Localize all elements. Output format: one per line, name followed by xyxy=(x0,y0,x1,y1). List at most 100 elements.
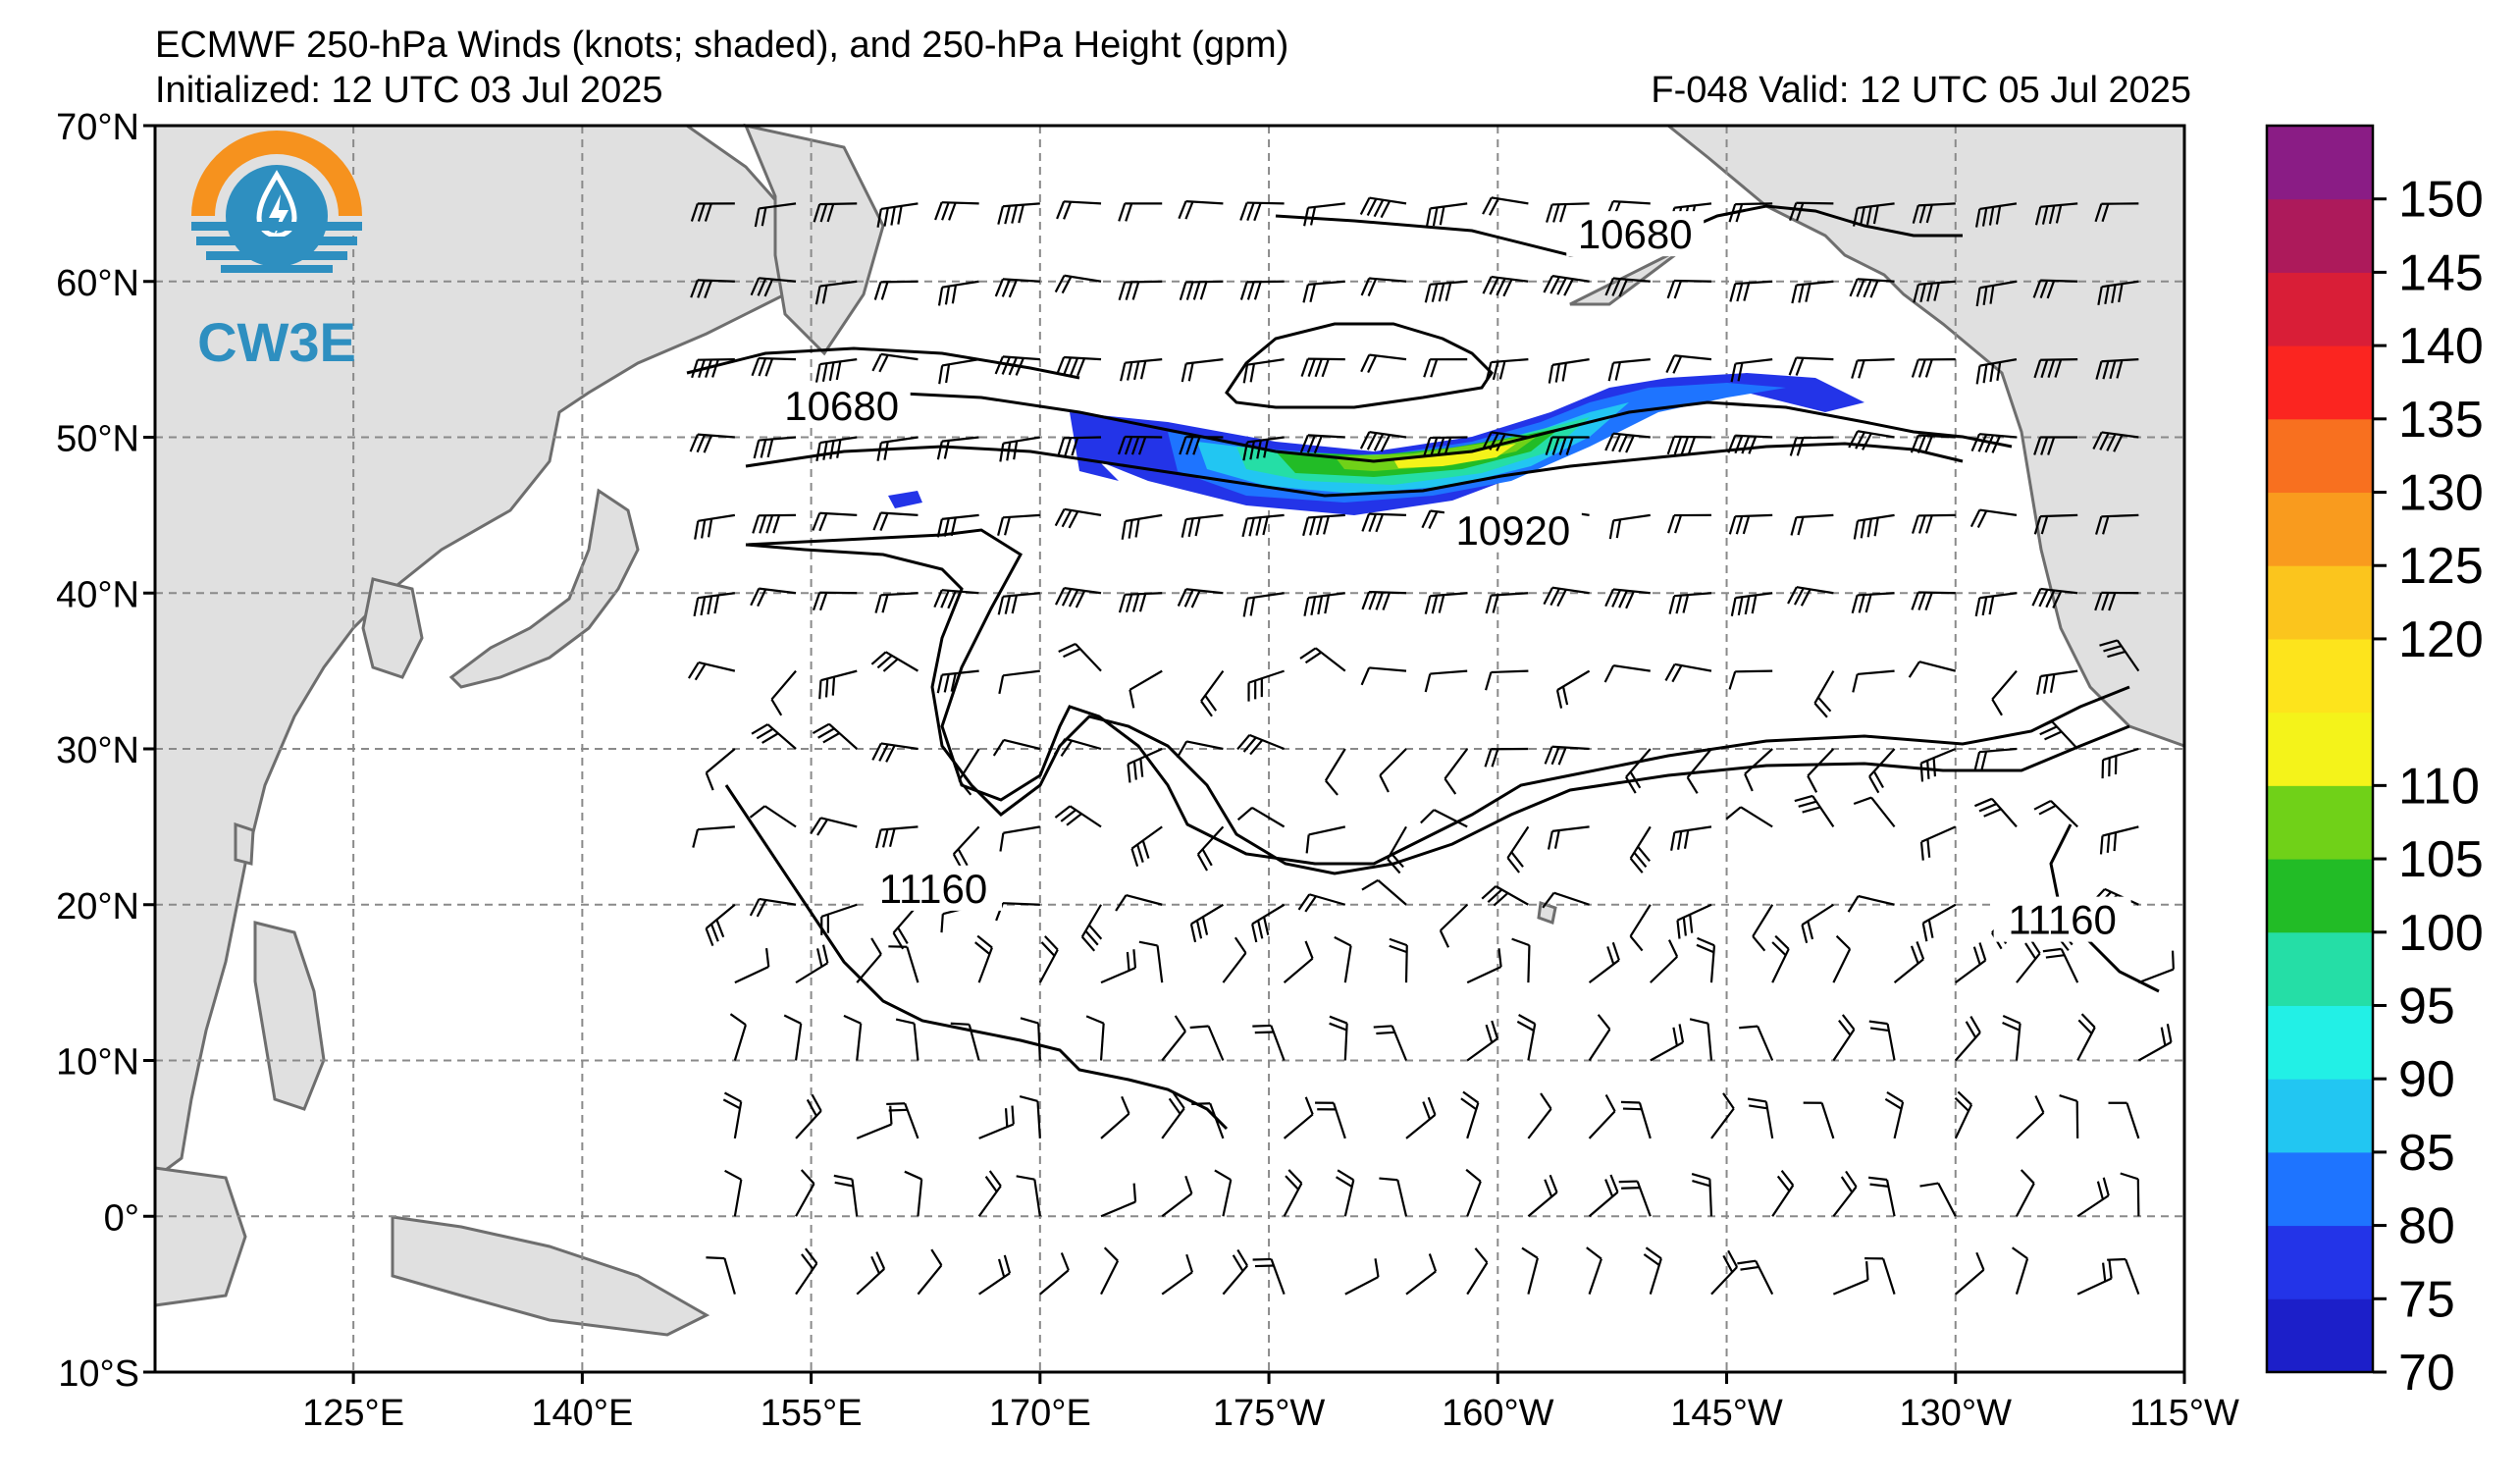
colorbar-label: 150 xyxy=(2398,172,2484,229)
wind-barb xyxy=(1485,669,1529,691)
wind-barb xyxy=(1542,891,1590,909)
wind-barb xyxy=(1975,280,2018,307)
wind-barb xyxy=(1485,592,1529,614)
wind-barb xyxy=(1868,748,1896,794)
wind-barb xyxy=(1484,747,1529,768)
wind-barb xyxy=(1020,1017,1041,1061)
wind-barb xyxy=(1728,669,1773,690)
axis-ticks xyxy=(143,124,2186,1384)
landmass-kamchatka xyxy=(743,123,885,356)
wind-barb xyxy=(999,436,1041,462)
lat-label: 60°N xyxy=(56,263,139,304)
wind-barb xyxy=(1054,805,1102,828)
wind-barb xyxy=(1975,358,2018,385)
wind-barb xyxy=(1919,1182,1957,1217)
wind-barb xyxy=(1299,434,1345,454)
wind-barb xyxy=(1189,903,1224,943)
wind-barb xyxy=(1189,1025,1225,1061)
wind-barb xyxy=(2101,747,2139,779)
lat-label: 50°N xyxy=(56,419,139,460)
wind-barb xyxy=(1466,948,1502,984)
wind-barb xyxy=(871,352,919,373)
wind-barb xyxy=(1161,1015,1186,1062)
contour-10680-north xyxy=(1275,204,1963,257)
wind-barb xyxy=(1545,436,1590,455)
wind-barb xyxy=(1788,356,1834,376)
wind-barb xyxy=(833,1174,859,1217)
lon-label: 130°W xyxy=(1900,1393,2013,1434)
wind-barb xyxy=(2108,1101,2140,1139)
contour-label-bg xyxy=(1566,211,1705,257)
wind-barb xyxy=(729,1013,747,1061)
wind-barb xyxy=(933,589,979,609)
wind-barb xyxy=(1691,1173,1713,1217)
wind-barb xyxy=(722,1091,743,1139)
wind-barb xyxy=(1969,508,2018,529)
wind-barb xyxy=(1058,643,1102,672)
wind-barb xyxy=(1521,1246,1539,1295)
wind-barb xyxy=(1919,747,1957,782)
wind-barb xyxy=(974,934,993,983)
lon-label: 170°E xyxy=(989,1393,1091,1434)
wind-barb xyxy=(783,1014,803,1061)
wind-barb xyxy=(818,669,858,700)
wind-barb xyxy=(2011,1246,2029,1295)
colorbar-frame xyxy=(2265,124,2375,1374)
wind-barb xyxy=(1303,202,1345,227)
colorbar-label: 125 xyxy=(2398,538,2484,595)
wind-barb xyxy=(812,511,858,532)
colorbar-swatch xyxy=(2267,1151,2373,1227)
contour-label-bg xyxy=(1444,506,1582,553)
colorbar-swatch xyxy=(2267,345,2373,420)
wind-barb xyxy=(1868,1020,1896,1061)
wind-barb xyxy=(1100,949,1137,984)
wind-barb xyxy=(1379,748,1407,793)
wind-barb xyxy=(904,1170,923,1217)
wind-barb xyxy=(1852,202,1895,227)
colorbar-label: 145 xyxy=(2398,244,2484,301)
wind-barb xyxy=(1737,1259,1774,1296)
wind-barb xyxy=(1241,513,1285,538)
wind-barb xyxy=(1650,939,1679,983)
wind-barb xyxy=(1100,1246,1120,1296)
lon-label: 115°W xyxy=(2129,1393,2239,1434)
wind-barb xyxy=(1389,937,1408,983)
wind-barb xyxy=(1752,904,1774,952)
jet-105kt xyxy=(1393,444,1516,468)
wind-barb xyxy=(1955,1251,1985,1296)
wind-barb xyxy=(795,1169,815,1217)
wind-barbs xyxy=(687,196,2175,1296)
wind-barb xyxy=(1329,1015,1348,1061)
wind-barb xyxy=(1424,669,1468,693)
logo-wave-4 xyxy=(221,265,333,273)
colorbar-swatch xyxy=(2267,712,2373,786)
wind-barb xyxy=(950,1022,980,1061)
wind-barb xyxy=(1236,733,1286,756)
wind-barb xyxy=(2094,202,2139,223)
wind-barb xyxy=(1801,903,1834,943)
height-contours xyxy=(686,204,2160,1131)
longitude-labels: 125°E 140°E 155°E 170°E 175°W 160°W 145°W 130°W… xyxy=(302,1393,2239,1434)
wind-barb xyxy=(1252,1257,1286,1296)
wind-barb xyxy=(1161,1253,1194,1296)
colorbar-label: 80 xyxy=(2398,1198,2455,1255)
wind-barb xyxy=(1665,354,1712,374)
wind-barb xyxy=(1650,1024,1685,1062)
wind-barb xyxy=(1848,430,1895,450)
wind-barb xyxy=(1908,661,1957,678)
wind-barb xyxy=(937,280,979,306)
wind-barb xyxy=(1676,903,1712,939)
wind-barb xyxy=(753,436,797,459)
wind-barb xyxy=(1604,277,1651,297)
wind-barb xyxy=(812,591,858,611)
wind-barb xyxy=(871,742,919,763)
wind-barb xyxy=(1200,669,1225,717)
wind-barb xyxy=(2002,1014,2021,1061)
colorbar-swatch xyxy=(2267,1298,2373,1373)
wind-barb xyxy=(1251,903,1286,943)
wind-barb xyxy=(1548,358,1590,384)
wind-barb xyxy=(978,1105,1015,1139)
wind-barb xyxy=(1181,513,1224,538)
wind-barb xyxy=(1129,669,1163,709)
wind-barb xyxy=(1911,358,1956,378)
